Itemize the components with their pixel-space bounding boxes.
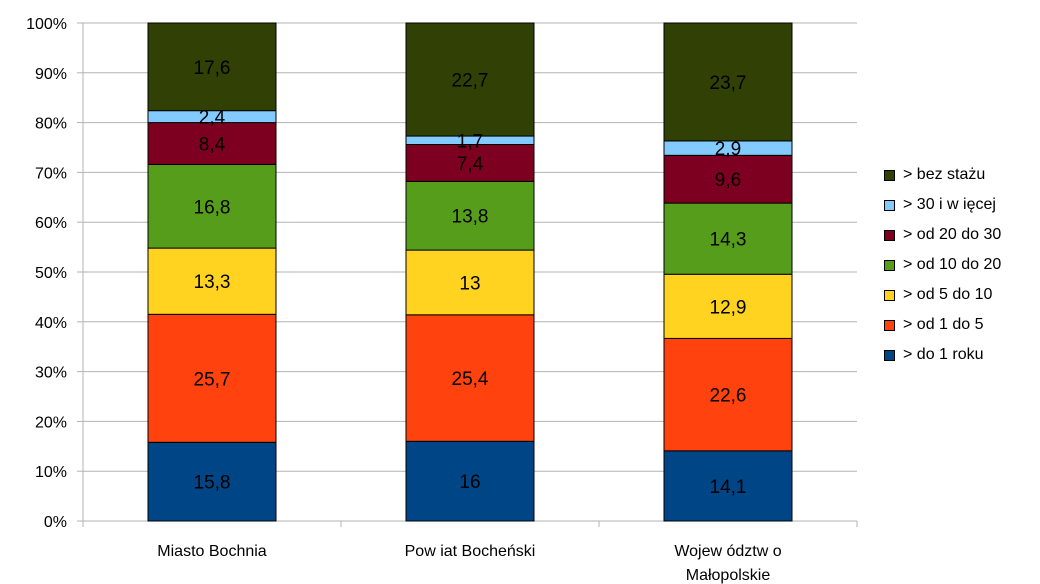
bar-segment: [663, 450, 793, 522]
data-label: 13: [459, 273, 480, 294]
data-label: 23,7: [710, 73, 747, 94]
legend-swatch: [884, 349, 895, 361]
bar-segment: [663, 22, 793, 142]
y-tick-label: 40%: [35, 315, 67, 332]
x-tick-label: Wojew ództw o Małopolskie: [674, 543, 781, 584]
y-tick-label: 60%: [35, 215, 67, 232]
data-label: 8,4: [199, 135, 226, 156]
data-label: 7,4: [457, 154, 484, 175]
tick-labels: 0% 10% 20% 30% 40% 50% 60% 70% 80% 90% 100% Miasto …: [26, 16, 782, 584]
x-tick-label: Pow iat Bocheński: [405, 543, 536, 560]
y-tick-label: 20%: [35, 414, 67, 431]
data-label: 2,9: [715, 139, 741, 160]
bar-segment: [147, 441, 277, 522]
data-label: 14,1: [710, 477, 747, 498]
bar-segment: [405, 180, 535, 251]
bar-segment: [147, 122, 277, 165]
y-tick-label: 80%: [35, 116, 67, 133]
bar-segment: [147, 313, 277, 443]
data-label: 17,6: [194, 58, 231, 79]
data-label: 13,3: [194, 272, 231, 293]
bar-segment: [405, 314, 535, 442]
legend-label: > do 1 roku: [903, 346, 984, 363]
y-tick-label: 30%: [35, 365, 67, 382]
data-label: 1,7: [457, 131, 483, 152]
legend-swatch: [884, 229, 895, 241]
legend-swatch: [884, 169, 895, 181]
legend-label: > od 10 do 20: [903, 256, 1002, 273]
y-tick-label: 10%: [35, 464, 67, 481]
bar-segment: [663, 154, 793, 204]
y-tick-label: 90%: [35, 66, 67, 83]
data-label: 16: [459, 472, 480, 493]
data-label: 16,8: [194, 197, 231, 218]
legend-item: > do 1 roku: [884, 340, 1034, 370]
legend: > bez stażu > 30 i w ięcej > od 20 do 30 > …: [884, 160, 1034, 370]
legend-swatch: [884, 319, 895, 331]
x-tick-label: Miasto Bochnia: [157, 543, 266, 560]
legend-label: > bez stażu: [903, 166, 986, 183]
data-label: 9,6: [715, 170, 741, 191]
legend-swatch: [884, 289, 895, 301]
legend-swatch: [884, 199, 895, 211]
data-label: 12,9: [710, 297, 747, 318]
data-label: 22,6: [710, 386, 747, 407]
y-tick-label: 0%: [44, 514, 67, 531]
bar-segment: [663, 337, 793, 452]
legend-label: > od 20 do 30: [903, 226, 1002, 243]
data-label: 22,7: [452, 71, 489, 92]
legend-label: > 30 i w ięcej: [903, 196, 996, 213]
bars: [147, 22, 793, 522]
legend-label: > od 1 do 5: [903, 316, 984, 333]
y-tick-label: 100%: [26, 16, 67, 33]
legend-item: > od 20 do 30: [884, 220, 1034, 250]
bar-segment: [663, 202, 793, 275]
value-labels: 15,8 25,7 13,3 16,8 8,4 2,4 17,6 16 25,4 13 13,8 7,…: [194, 58, 747, 498]
legend-swatch: [884, 259, 895, 271]
legend-item: > od 10 do 20: [884, 250, 1034, 280]
legend-item: > 30 i w ięcej: [884, 190, 1034, 220]
data-label: 13,8: [452, 207, 489, 228]
data-label: 25,7: [194, 369, 231, 390]
legend-label: > od 5 do 10: [903, 286, 993, 303]
bar-segment: [405, 440, 535, 522]
data-label: 25,4: [452, 369, 489, 390]
y-tick-label: 50%: [35, 265, 67, 282]
data-label: 15,8: [194, 473, 231, 494]
bar-segment: [405, 22, 535, 137]
bar-segment: [405, 144, 535, 182]
bar-segment: [147, 163, 277, 249]
data-label: 2,4: [199, 108, 226, 129]
y-tick-label: 70%: [35, 165, 67, 182]
legend-item: > od 5 do 10: [884, 280, 1034, 310]
data-label: 14,3: [710, 230, 747, 251]
bar-segment: [147, 247, 277, 315]
bar-segment: [147, 22, 277, 112]
legend-item: > od 1 do 5: [884, 310, 1034, 340]
legend-item: > bez stażu: [884, 160, 1034, 190]
bar-segment: [405, 249, 535, 316]
